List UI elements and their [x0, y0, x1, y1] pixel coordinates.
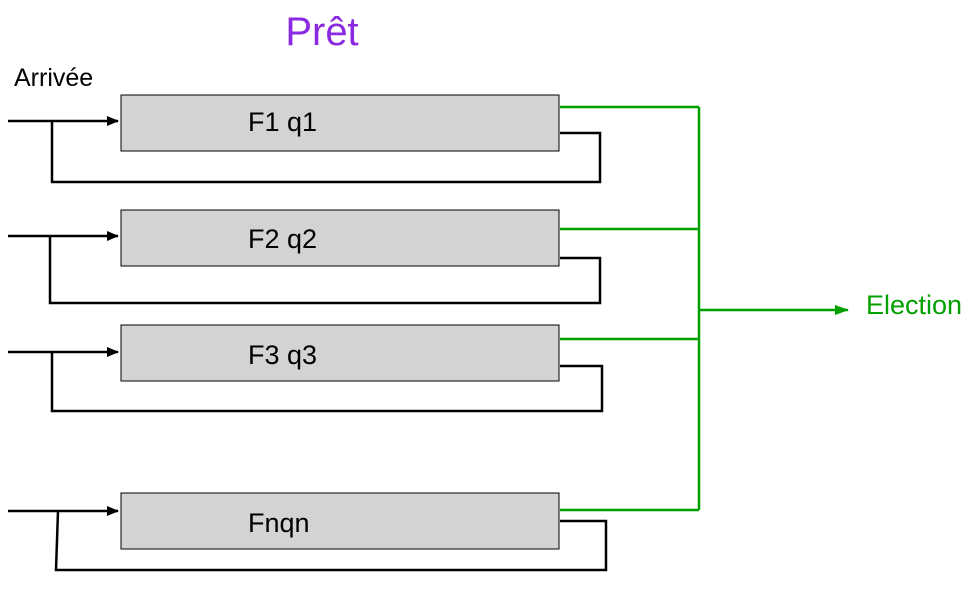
diagram-title: Prêt — [285, 10, 358, 54]
queue-3: F3 q3 — [8, 324, 699, 413]
feedback-loop — [50, 352, 604, 413]
queue-2: F2 q2 — [8, 209, 699, 305]
queue-box — [120, 94, 560, 152]
queue-1: F1 q1 — [8, 94, 699, 184]
queue-box — [120, 209, 560, 267]
queue-label: F2 q2 — [248, 224, 317, 254]
feedback-loop — [54, 510, 608, 572]
queue-label: Fnqn — [248, 508, 310, 538]
feedback-loop — [48, 236, 602, 305]
queue-label: F1 q1 — [248, 107, 317, 137]
queue-n: Fnqn — [8, 492, 699, 572]
queue-label: F3 q3 — [248, 340, 317, 370]
feedback-loop — [50, 121, 602, 184]
queue-box — [120, 324, 560, 382]
election-label: Election — [866, 290, 962, 320]
queue-box — [120, 492, 560, 550]
arrival-label: Arrivée — [14, 64, 93, 92]
